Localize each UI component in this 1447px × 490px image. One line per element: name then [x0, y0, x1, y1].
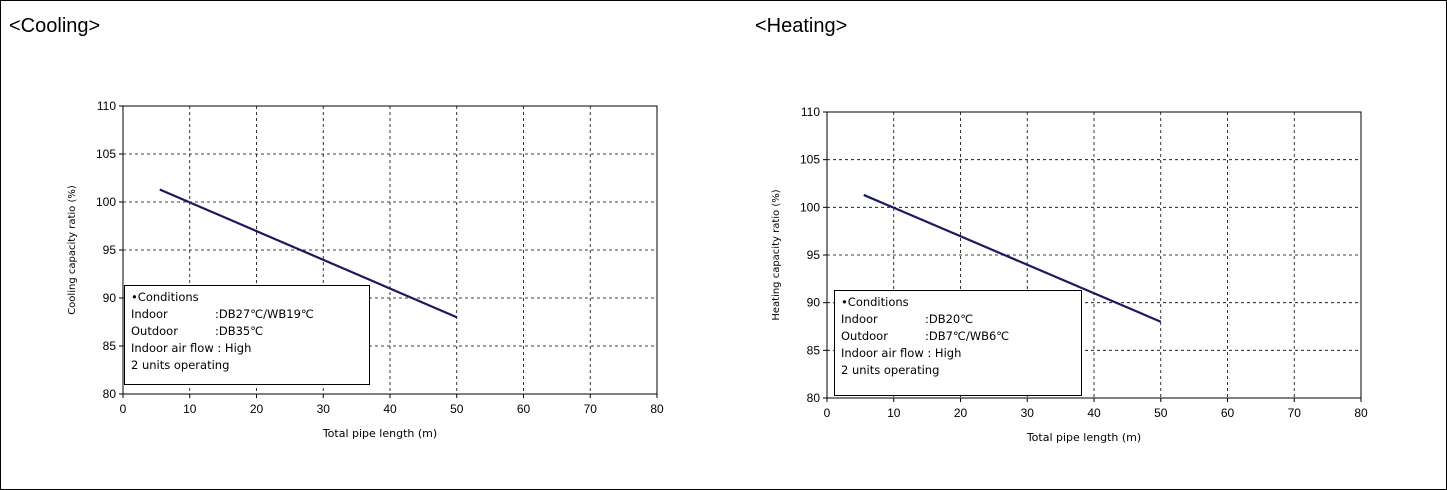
cooling-heading: <Cooling> [9, 15, 101, 37]
cooling-series-line-0 [159, 188, 458, 319]
heating-indoor-label: Indoor [841, 312, 878, 326]
heating-xtick-label-70: 70 [1288, 406, 1302, 420]
cooling-xtick-label-50: 50 [450, 402, 464, 416]
heating-airflow: Indoor air flow : High [841, 346, 962, 360]
heating-ytick-label-110: 110 [801, 105, 820, 119]
cooling-conditions-title: •Conditions [131, 290, 199, 304]
heating-xtick-label-50: 50 [1154, 406, 1168, 420]
heating-heading: <Heating> [755, 15, 848, 37]
heating-ytick-label-90: 90 [807, 296, 821, 310]
heating-ytick-label-105: 105 [800, 153, 820, 167]
cooling-x-axis-label: Total pipe length (m) [322, 427, 437, 440]
heating-indoor-value: :DB20℃ [925, 312, 974, 326]
heating-xtick-label-10: 10 [887, 406, 901, 420]
heating-condition-outdoor: Outdoor :DB7℃/WB6℃ [841, 328, 1081, 345]
heating-x-axis-label: Total pipe length (m) [1026, 431, 1141, 444]
heating-ytick-label-85: 85 [807, 343, 821, 357]
heating-units: 2 units operating [841, 363, 940, 377]
cooling-xtick-label-70: 70 [584, 402, 598, 416]
heating-ytick-label-95: 95 [807, 248, 821, 262]
heating-ytick-label-100: 100 [800, 200, 820, 214]
heating-condition-indoor: Indoor :DB20℃ [841, 311, 1081, 328]
heating-xtick-label-20: 20 [954, 406, 968, 420]
cooling-ytick-label-100: 100 [96, 195, 116, 209]
heating-xtick-label-0: 0 [824, 406, 831, 420]
cooling-ytick-label-110: 110 [97, 99, 116, 113]
heating-conditions-box: •Conditions Indoor :DB20℃ Outdoor :DB7℃/WB… [834, 290, 1082, 396]
cooling-units: 2 units operating [131, 358, 230, 372]
heating-series-line-0 [863, 193, 1162, 323]
cooling-xtick-label-10: 10 [183, 402, 197, 416]
heating-outdoor-label: Outdoor [841, 329, 888, 343]
cooling-xtick-label-30: 30 [317, 402, 331, 416]
heating-xtick-label-60: 60 [1221, 406, 1235, 420]
cooling-xtick-label-0: 0 [120, 402, 127, 416]
cooling-ytick-label-85: 85 [103, 339, 117, 353]
cooling-indoor-label: Indoor [131, 307, 168, 321]
cooling-xtick-label-80: 80 [650, 402, 664, 416]
cooling-condition-indoor: Indoor :DB27℃/WB19℃ [131, 306, 369, 323]
heating-xtick-label-30: 30 [1021, 406, 1035, 420]
heating-xtick-label-80: 80 [1354, 406, 1368, 420]
cooling-outdoor-label: Outdoor [131, 324, 178, 338]
cooling-condition-outdoor: Outdoor :DB35℃ [131, 323, 369, 340]
heating-ytick-label-80: 80 [807, 391, 821, 405]
cooling-airflow: Indoor air flow : High [131, 341, 252, 355]
cooling-xtick-label-20: 20 [250, 402, 264, 416]
heating-conditions-title: •Conditions [841, 295, 909, 309]
cooling-y-axis-label: Cooling capacity ratio (%) [67, 185, 78, 315]
heating-outdoor-value: :DB7℃/WB6℃ [925, 329, 1010, 343]
cooling-ytick-label-105: 105 [96, 147, 116, 161]
heating-xtick-label-40: 40 [1087, 406, 1101, 420]
cooling-ytick-label-90: 90 [103, 291, 117, 305]
cooling-outdoor-value: :DB35℃ [215, 324, 264, 338]
cooling-ytick-label-80: 80 [103, 387, 117, 401]
cooling-xtick-label-40: 40 [383, 402, 397, 416]
cooling-ytick-label-95: 95 [103, 243, 117, 257]
cooling-xtick-label-60: 60 [517, 402, 531, 416]
cooling-conditions-box: •Conditions Indoor :DB27℃/WB19℃ Outdoor :D… [124, 285, 370, 385]
cooling-indoor-value: :DB27℃/WB19℃ [215, 307, 314, 321]
heating-y-axis-label: Heating capacity ratio (%) [771, 189, 782, 320]
